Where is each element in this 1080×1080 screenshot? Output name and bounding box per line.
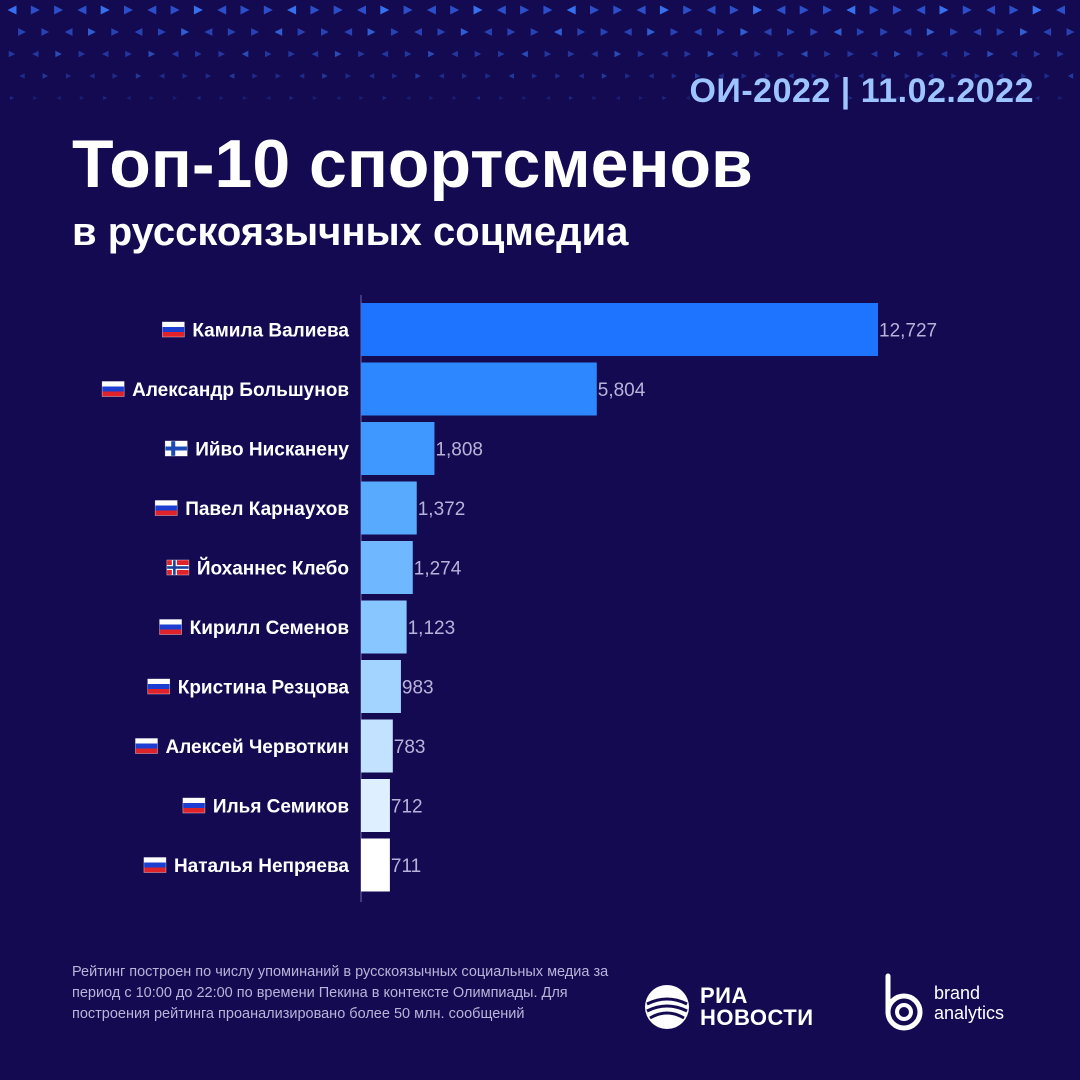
value-label: 711 xyxy=(391,856,421,877)
flag-icon-ru xyxy=(101,381,125,397)
page-title: Топ-10 спортсменов xyxy=(72,126,753,202)
category-label: Александр Большунов xyxy=(132,380,349,401)
flag-icon-no xyxy=(166,559,190,576)
flag-icon-ru xyxy=(154,500,178,516)
flag-icon-ru xyxy=(162,321,185,338)
value-label: 1,123 xyxy=(408,618,456,639)
category-label: Илья Семиков xyxy=(213,797,349,818)
bar xyxy=(361,719,393,773)
brand-analytics-icon xyxy=(885,973,923,1031)
bar xyxy=(361,838,390,892)
ria-novosti-logo: РИА НОВОСТИ xyxy=(644,984,814,1030)
category-label: Йоханнес Клебо xyxy=(197,558,349,580)
brand-analytics-logo: brand analytics xyxy=(880,972,1004,1034)
bar xyxy=(361,362,597,416)
bar xyxy=(361,541,413,594)
flag-icon-ru xyxy=(147,678,171,695)
ria-logo-line1: РИА xyxy=(700,983,748,1008)
category-label: Кирилл Семенов xyxy=(190,618,349,639)
bar xyxy=(361,660,401,713)
value-label: 5,804 xyxy=(598,380,646,401)
event-date-tag: ОИ-2022 | 11.02.2022 xyxy=(689,72,1034,110)
bar xyxy=(361,779,390,832)
bar xyxy=(361,422,435,475)
flag-icon-ru xyxy=(143,857,167,873)
category-label: Алексей Червоткин xyxy=(165,737,349,758)
value-label: 983 xyxy=(402,678,434,699)
value-label: 783 xyxy=(394,737,426,758)
page-subtitle: в русскоязычных соцмедиа xyxy=(72,210,629,254)
value-label: 1,808 xyxy=(435,440,483,461)
category-label: Наталья Непряева xyxy=(174,856,349,877)
methodology-note: Рейтинг построен по числу упоминаний в р… xyxy=(72,964,609,1022)
value-label: 12,727 xyxy=(879,321,937,342)
ba-logo-line1: brand xyxy=(934,983,981,1003)
bar xyxy=(361,600,407,654)
flag-icon-ru xyxy=(135,738,158,754)
ria-logo-line2: НОВОСТИ xyxy=(700,1005,814,1030)
flag-icon-ru xyxy=(159,619,182,635)
bar-chart: 12,727 Камила Валиева 5,804 Александр Больш… xyxy=(101,295,937,902)
category-label: Камила Валиева xyxy=(192,321,349,342)
flag-icon-ru xyxy=(182,797,206,814)
value-label: 712 xyxy=(391,797,423,818)
category-label: Ийво Нисканену xyxy=(195,440,349,461)
value-label: 1,372 xyxy=(418,499,466,520)
flag-icon-fi xyxy=(164,440,188,457)
bar xyxy=(361,303,878,356)
category-label: Кристина Резцова xyxy=(178,678,350,699)
category-label: Павел Карнаухов xyxy=(185,499,349,520)
header-pattern xyxy=(7,5,1075,101)
ria-globe-icon xyxy=(645,985,689,1029)
value-label: 1,274 xyxy=(414,559,462,580)
ba-logo-line2: analytics xyxy=(934,1003,1005,1023)
bar xyxy=(361,481,417,535)
